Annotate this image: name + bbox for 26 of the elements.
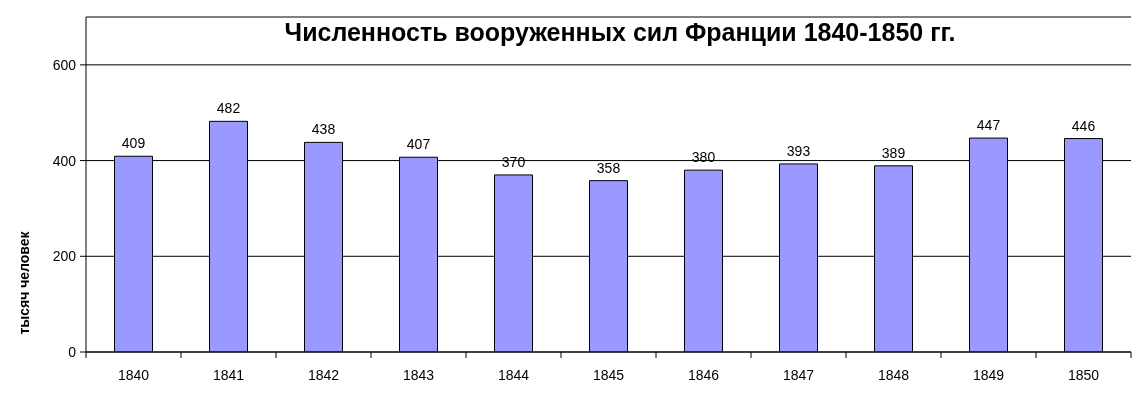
data-label: 409 — [121, 135, 146, 152]
data-label: 389 — [881, 144, 906, 161]
data-label: 358 — [596, 159, 621, 176]
data-label: 393 — [786, 142, 811, 159]
x-tick-label: 1846 — [687, 366, 720, 383]
x-tick-label: 1849 — [972, 366, 1005, 383]
x-tick-label: 1847 — [782, 366, 815, 383]
x-tick-label: 1848 — [877, 366, 910, 383]
x-tick-label: 1840 — [117, 366, 150, 383]
data-label: 447 — [976, 117, 1001, 134]
x-tick-label: 1850 — [1067, 366, 1100, 383]
data-label: 446 — [1071, 117, 1096, 134]
data-label: 407 — [406, 136, 431, 153]
y-tick-label: 400 — [52, 152, 77, 169]
chart-title: Численность вооруженных сил Франции 1840-1850 гг. — [283, 18, 957, 47]
data-label: 438 — [311, 121, 336, 138]
x-tick-label: 1843 — [402, 366, 435, 383]
y-axis-title: тысяч человек — [16, 231, 32, 335]
x-tick-label: 1842 — [307, 366, 340, 383]
y-tick-label: 600 — [52, 56, 77, 73]
y-tick-label: 200 — [52, 248, 77, 265]
x-tick-label: 1841 — [212, 366, 245, 383]
x-tick-label: 1845 — [592, 366, 625, 383]
y-tick-label: 0 — [68, 343, 77, 360]
data-label: 482 — [216, 100, 241, 117]
x-tick-label: 1844 — [497, 366, 530, 383]
